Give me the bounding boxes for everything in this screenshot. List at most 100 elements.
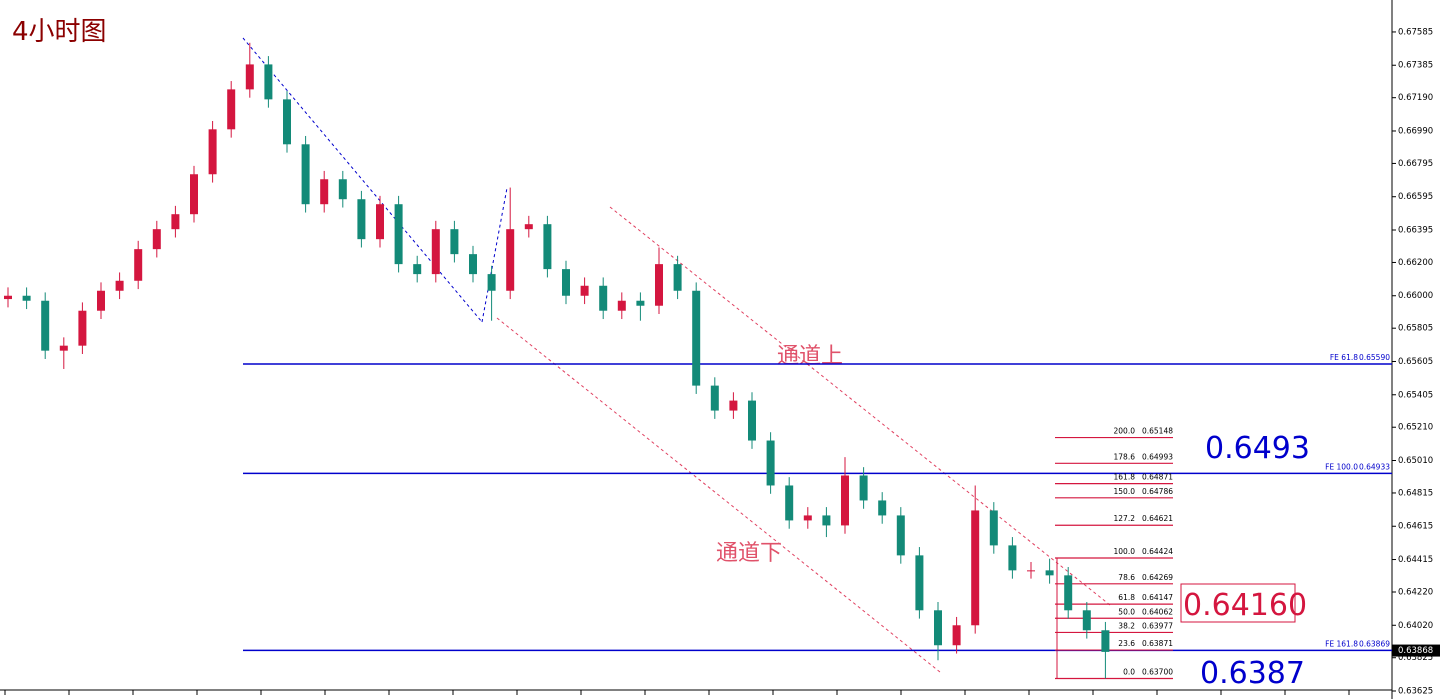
y-tick-label: 0.66595 — [1398, 192, 1433, 202]
fib-value: 0.64993 — [1142, 452, 1173, 461]
candle-body — [1045, 570, 1054, 576]
candle-body — [971, 510, 980, 626]
fib-ratio: 161.8 — [1114, 473, 1136, 482]
candle-body — [227, 89, 236, 130]
candle-body — [264, 64, 273, 100]
fib-value: 0.64269 — [1142, 573, 1173, 582]
candle-body — [78, 310, 87, 346]
fib-ratio: 50.0 — [1118, 607, 1135, 616]
y-tick-label: 0.64415 — [1398, 555, 1433, 565]
candle-body — [859, 475, 868, 501]
candle-body — [394, 204, 403, 265]
target-label: 0.6493 — [1205, 431, 1310, 466]
channel-label: 通道下 — [716, 541, 782, 566]
candle-body — [1027, 570, 1035, 572]
candle-body — [283, 99, 291, 145]
fib-value: 0.64786 — [1142, 487, 1173, 496]
candle-body — [1082, 610, 1091, 631]
candle-body — [413, 264, 422, 275]
fe-label: FE 61.8 — [1330, 353, 1358, 362]
candle-body — [171, 214, 180, 230]
channel-label: 通道上 — [777, 344, 843, 369]
y-tick-label: 0.65605 — [1398, 357, 1433, 367]
candle-body — [469, 254, 477, 275]
fib-value: 0.64062 — [1142, 607, 1173, 616]
fib-ratio: 23.6 — [1118, 639, 1135, 648]
candle-body — [338, 179, 347, 200]
candle-body — [320, 179, 329, 205]
candle-body — [580, 285, 589, 296]
y-tick-label: 0.64220 — [1398, 587, 1433, 597]
fib-value: 0.64871 — [1142, 473, 1173, 482]
y-tick-label: 0.64615 — [1398, 522, 1433, 532]
candle-body — [115, 280, 124, 291]
candle-body — [543, 224, 552, 270]
candle-body — [1008, 545, 1017, 571]
candle-body — [803, 515, 812, 521]
candle-body — [766, 440, 775, 486]
candle-body — [190, 174, 198, 215]
candle-body — [562, 269, 570, 296]
fib-ratio: 127.2 — [1114, 514, 1136, 523]
y-tick-label: 0.66795 — [1398, 159, 1433, 169]
candle-body — [841, 475, 849, 526]
fib-ratio: 200.0 — [1114, 427, 1136, 436]
y-tick-label: 0.63825 — [1398, 653, 1433, 663]
candle-body — [487, 274, 496, 291]
fib-ratio: 0.0 — [1123, 668, 1135, 677]
candle-body — [245, 64, 254, 90]
candle-body — [1101, 630, 1110, 652]
candle-body — [41, 300, 50, 351]
fib-ratio: 150.0 — [1114, 487, 1136, 496]
candle-body — [989, 510, 998, 546]
trendline — [481, 187, 508, 323]
candle-body — [59, 345, 68, 351]
candle-body — [896, 515, 905, 556]
candle-body — [692, 290, 701, 386]
candle-body — [97, 290, 105, 311]
candle-body — [617, 300, 626, 311]
candle-body — [301, 144, 310, 205]
candle-body — [599, 285, 608, 311]
fib-ratio: 100.0 — [1114, 547, 1136, 556]
candle-body — [450, 229, 459, 255]
fib-ratio: 178.6 — [1114, 452, 1136, 461]
current-price-box — [1392, 644, 1440, 657]
trendline — [242, 37, 483, 323]
fib-ratio: 61.8 — [1118, 593, 1135, 602]
fib-value: 0.64621 — [1142, 514, 1173, 523]
y-tick-label: 0.66200 — [1398, 258, 1433, 268]
target-label: 0.6387 — [1200, 656, 1305, 691]
candle-body — [673, 264, 682, 291]
candle-body — [655, 264, 663, 306]
fib-value: 0.65148 — [1142, 427, 1173, 436]
candle-body — [748, 400, 756, 441]
candle-body — [208, 129, 217, 175]
y-tick-label: 0.66990 — [1398, 126, 1433, 136]
y-tick-label: 0.63625 — [1398, 687, 1433, 697]
candle-body — [636, 300, 645, 306]
candle-body — [878, 500, 887, 516]
candle-body — [915, 555, 924, 611]
y-tick-label: 0.64815 — [1398, 488, 1433, 498]
fib-value: 0.64147 — [1142, 593, 1173, 602]
candle-body — [4, 295, 12, 300]
current-price: 0.63868 — [1398, 646, 1433, 656]
fe-label: FE 100.0 — [1325, 462, 1358, 471]
candle-body — [134, 249, 143, 281]
y-tick-label: 0.65405 — [1398, 390, 1433, 400]
y-tick-label: 0.65010 — [1398, 456, 1433, 466]
y-tick-label: 0.65805 — [1398, 324, 1433, 334]
candle-body — [710, 385, 719, 411]
fib-value: 0.63977 — [1142, 621, 1173, 630]
candle-body — [1064, 575, 1073, 611]
y-tick-label: 0.66395 — [1398, 226, 1433, 236]
target-label: 0.64160 — [1183, 588, 1307, 623]
fe-value: 0.65590 — [1359, 353, 1390, 362]
candle-body — [376, 204, 384, 240]
candle-body — [357, 199, 366, 240]
channel-upper-line — [609, 206, 1111, 606]
y-tick-label: 0.67190 — [1398, 93, 1433, 103]
